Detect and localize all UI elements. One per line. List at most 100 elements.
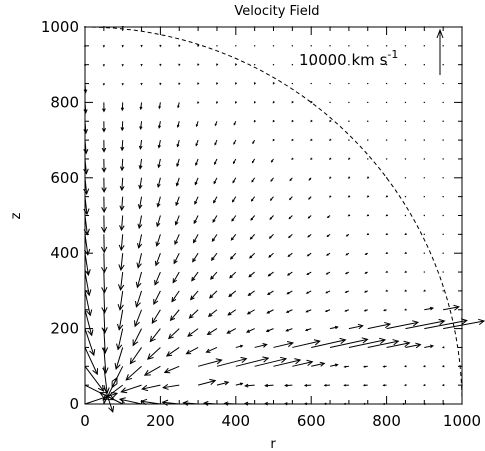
y-tick-label: 200 [50, 320, 79, 338]
velocity-arrow [344, 309, 350, 312]
velocity-arrow [120, 102, 125, 112]
velocity-dot [348, 120, 350, 122]
velocity-dot [461, 82, 463, 85]
velocity-arrow [401, 402, 406, 406]
velocity-arrow [251, 158, 256, 164]
velocity-dot [442, 290, 444, 292]
velocity-dot [442, 63, 444, 66]
velocity-arrow [303, 383, 312, 387]
velocity-arrow [307, 215, 312, 219]
velocity-arrow [191, 271, 199, 282]
velocity-dot [423, 82, 425, 85]
velocity-dot [461, 120, 463, 122]
velocity-dot [367, 63, 369, 66]
velocity-arrow [101, 309, 108, 334]
velocity-arrow [190, 290, 199, 301]
velocity-dot [367, 101, 369, 104]
velocity-arrow [231, 196, 237, 203]
velocity-arrow [311, 361, 326, 367]
velocity-arrow [178, 82, 181, 86]
velocity-arrow [159, 63, 162, 67]
velocity-arrow [84, 253, 91, 277]
velocity-arrow [366, 214, 370, 217]
velocity-dot [442, 139, 444, 141]
velocity-arrow [140, 63, 143, 67]
velocity-arrow [197, 63, 200, 67]
velocity-arrow [366, 232, 370, 236]
velocity-arrow [163, 365, 180, 374]
velocity-arrow [154, 253, 161, 267]
velocity-arrow [136, 234, 143, 249]
velocity-dot [423, 45, 425, 47]
velocity-dot [423, 233, 425, 236]
velocity-arrow [441, 402, 445, 406]
velocity-arrow [266, 309, 274, 314]
velocity-arrow [311, 337, 347, 348]
velocity-arrow [306, 271, 312, 276]
velocity-arrow [292, 359, 314, 367]
velocity-arrow [173, 252, 180, 265]
velocity-arrow [165, 347, 180, 357]
velocity-arrow [156, 215, 161, 228]
velocity-arrow [157, 139, 161, 149]
velocity-arrow [174, 234, 180, 246]
velocity-dot [423, 120, 425, 122]
velocity-dot [385, 63, 388, 66]
velocity-arrow [343, 365, 349, 368]
velocity-dot [197, 26, 199, 28]
velocity-arrow [83, 121, 88, 135]
velocity-arrow [310, 119, 313, 123]
reference-arrow-head [436, 28, 444, 39]
velocity-dot [367, 82, 369, 85]
velocity-arrow [235, 356, 270, 367]
velocity-arrow [267, 271, 274, 277]
velocity-arrow [250, 215, 256, 221]
velocity-arrow [305, 309, 312, 313]
velocity-dot [216, 45, 218, 47]
velocity-arrow [195, 139, 199, 147]
y-tick-labels: 0 200 400 600 800 1000 [41, 18, 79, 413]
velocity-arrow [216, 82, 219, 86]
velocity-arrow [347, 195, 351, 198]
reference-unit: km s [352, 51, 388, 69]
velocity-arrow [364, 271, 368, 274]
velocity-arrow [101, 196, 107, 214]
velocity-arrow [405, 342, 422, 349]
velocity-arrow [162, 383, 180, 390]
velocity-dot [291, 82, 294, 85]
velocity-arrow [329, 325, 339, 330]
velocity-dot [461, 101, 463, 104]
velocity-arrow [83, 158, 89, 175]
velocity-dot [385, 158, 388, 160]
velocity-arrow [140, 82, 143, 86]
velocity-arrow [84, 290, 93, 317]
velocity-dot [461, 177, 463, 179]
velocity-arrow [272, 120, 275, 123]
velocity-arrow [83, 26, 87, 29]
velocity-arrow [263, 401, 274, 406]
velocity-dot [159, 26, 162, 28]
velocity-arrow [382, 402, 387, 406]
x-tick-label: 400 [221, 412, 250, 430]
velocity-dot [404, 139, 407, 141]
velocity-arrow [363, 309, 368, 312]
velocity-arrow [243, 401, 255, 406]
velocity-dot [461, 45, 463, 47]
velocity-arrow [367, 321, 392, 330]
velocity-arrow [193, 215, 199, 225]
velocity-arrow [366, 195, 370, 198]
chart-title: Velocity Field [234, 4, 319, 19]
velocity-arrow [133, 309, 143, 328]
velocity-arrow [102, 102, 106, 113]
velocity-arrow [264, 383, 274, 388]
velocity-dot [367, 26, 369, 28]
velocity-arrow [329, 119, 332, 123]
velocity-dot [461, 63, 463, 66]
velocity-arrow [287, 252, 293, 257]
velocity-arrow [207, 309, 218, 317]
velocity-arrow [235, 82, 238, 85]
velocity-arrow [213, 177, 218, 185]
velocity-dot [461, 384, 463, 386]
velocity-dot [442, 45, 444, 47]
